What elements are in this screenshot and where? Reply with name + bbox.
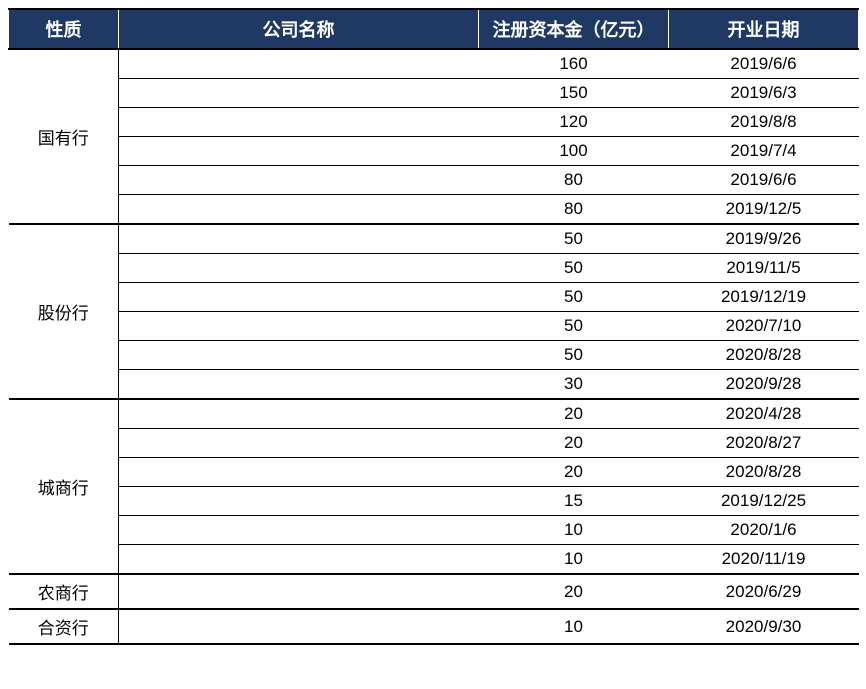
- capital-cell: 50: [479, 312, 669, 341]
- company-cell: [119, 49, 479, 79]
- company-cell: [119, 370, 479, 400]
- date-cell: 2019/6/6: [669, 166, 859, 195]
- capital-cell: 10: [479, 609, 669, 644]
- capital-cell: 50: [479, 254, 669, 283]
- table-row: 202020/8/28: [9, 458, 859, 487]
- category-cell: 合资行: [9, 609, 119, 644]
- table-row: 合资行 102020/9/30: [9, 609, 859, 644]
- table-row: 502020/8/28: [9, 341, 859, 370]
- company-cell: [119, 487, 479, 516]
- table-row: 152019/12/25: [9, 487, 859, 516]
- capital-cell: 20: [479, 574, 669, 609]
- capital-cell: 50: [479, 283, 669, 312]
- table-row: 502019/12/19: [9, 283, 859, 312]
- category-cell: 国有行: [9, 49, 119, 224]
- date-cell: 2020/7/10: [669, 312, 859, 341]
- date-cell: 2019/12/5: [669, 195, 859, 225]
- company-cell: [119, 399, 479, 429]
- table-row: 502020/7/10: [9, 312, 859, 341]
- table-header-row: 性质 公司名称 注册资本金（亿元） 开业日期: [9, 9, 859, 49]
- capital-cell: 160: [479, 49, 669, 79]
- table-row: 城商行202020/4/28: [9, 399, 859, 429]
- capital-cell: 80: [479, 166, 669, 195]
- company-cell: [119, 254, 479, 283]
- col-header-capital: 注册资本金（亿元）: [479, 9, 669, 49]
- date-cell: 2020/8/28: [669, 458, 859, 487]
- table-row: 102020/1/6: [9, 516, 859, 545]
- table-row: 1202019/8/8: [9, 108, 859, 137]
- capital-cell: 150: [479, 79, 669, 108]
- company-cell: [119, 195, 479, 225]
- table-row: 农商行 202020/6/29: [9, 574, 859, 609]
- company-cell: [119, 312, 479, 341]
- capital-cell: 30: [479, 370, 669, 400]
- company-cell: [119, 283, 479, 312]
- date-cell: 2019/6/3: [669, 79, 859, 108]
- capital-cell: 20: [479, 458, 669, 487]
- date-cell: 2020/6/29: [669, 574, 859, 609]
- table-row: 302020/9/28: [9, 370, 859, 400]
- table-row: 1502019/6/3: [9, 79, 859, 108]
- company-cell: [119, 341, 479, 370]
- capital-cell: 100: [479, 137, 669, 166]
- date-cell: 2020/1/6: [669, 516, 859, 545]
- company-cell: [119, 516, 479, 545]
- date-cell: 2019/8/8: [669, 108, 859, 137]
- col-header-company: 公司名称: [119, 9, 479, 49]
- col-header-date: 开业日期: [669, 9, 859, 49]
- date-cell: 2019/7/4: [669, 137, 859, 166]
- company-cell: [119, 108, 479, 137]
- capital-cell: 20: [479, 429, 669, 458]
- category-cell: 城商行: [9, 399, 119, 574]
- company-cell: [119, 458, 479, 487]
- company-cell: [119, 429, 479, 458]
- table-row: 802019/12/5: [9, 195, 859, 225]
- capital-cell: 50: [479, 224, 669, 254]
- table-row: 802019/6/6: [9, 166, 859, 195]
- table-row: 1002019/7/4: [9, 137, 859, 166]
- company-cell: [119, 166, 479, 195]
- category-cell: 股份行: [9, 224, 119, 399]
- date-cell: 2019/12/25: [669, 487, 859, 516]
- capital-cell: 10: [479, 516, 669, 545]
- capital-cell: 120: [479, 108, 669, 137]
- table-row: 国有行1602019/6/6: [9, 49, 859, 79]
- table-row: 股份行502019/9/26: [9, 224, 859, 254]
- col-header-category: 性质: [9, 9, 119, 49]
- capital-cell: 10: [479, 545, 669, 575]
- date-cell: 2020/4/28: [669, 399, 859, 429]
- capital-cell: 15: [479, 487, 669, 516]
- capital-cell: 20: [479, 399, 669, 429]
- date-cell: 2019/12/19: [669, 283, 859, 312]
- company-cell: [119, 609, 479, 644]
- date-cell: 2020/8/27: [669, 429, 859, 458]
- date-cell: 2020/11/19: [669, 545, 859, 575]
- capital-cell: 50: [479, 341, 669, 370]
- table-body: 国有行1602019/6/61502019/6/31202019/8/81002…: [9, 49, 859, 644]
- date-cell: 2019/6/6: [669, 49, 859, 79]
- capital-cell: 80: [479, 195, 669, 225]
- table-row: 502019/11/5: [9, 254, 859, 283]
- company-cell: [119, 545, 479, 575]
- company-cell: [119, 137, 479, 166]
- date-cell: 2020/8/28: [669, 341, 859, 370]
- capital-table: 性质 公司名称 注册资本金（亿元） 开业日期 国有行1602019/6/6150…: [8, 8, 859, 645]
- category-cell: 农商行: [9, 574, 119, 609]
- company-cell: [119, 79, 479, 108]
- table-row: 202020/8/27: [9, 429, 859, 458]
- date-cell: 2020/9/28: [669, 370, 859, 400]
- table-row: 102020/11/19: [9, 545, 859, 575]
- date-cell: 2019/11/5: [669, 254, 859, 283]
- company-cell: [119, 574, 479, 609]
- date-cell: 2020/9/30: [669, 609, 859, 644]
- company-cell: [119, 224, 479, 254]
- date-cell: 2019/9/26: [669, 224, 859, 254]
